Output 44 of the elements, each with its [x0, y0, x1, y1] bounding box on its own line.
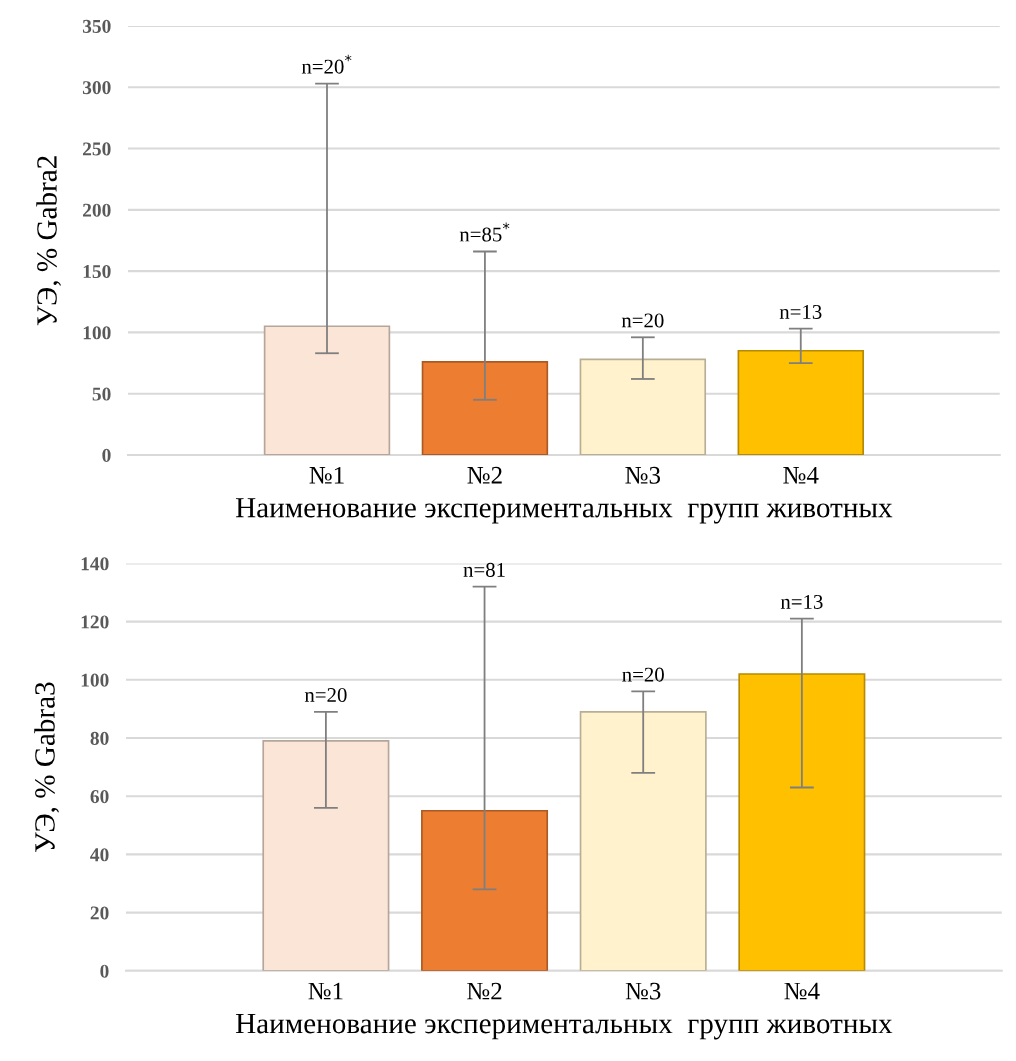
x-tick-label: №2 [467, 466, 502, 484]
x-axis-title: Наименование экспериментальных групп животных [235, 498, 893, 524]
y-tick-label: 250 [83, 142, 111, 156]
bar [579, 358, 707, 455]
bar [263, 325, 391, 455]
bar [737, 349, 864, 455]
y-tick-label: 150 [83, 264, 111, 279]
x-tick-label: №3 [625, 466, 661, 484]
y-tick-label: 100 [81, 673, 109, 687]
y-tick-label: 20 [90, 906, 109, 920]
annotation: n=20 [622, 667, 664, 682]
y-tick-label: 40 [90, 848, 109, 862]
bar [262, 740, 390, 971]
y-axis-title: УЭ, % Gabra2 [36, 156, 62, 326]
y-axis-title: УЭ, % Gabra3 [34, 682, 59, 852]
annotation: n=13 [779, 304, 822, 319]
y-tick-label: 50 [92, 387, 111, 401]
bar [421, 809, 549, 971]
y-tick-label: 350 [82, 19, 111, 33]
y-tick-label: 140 [81, 557, 109, 571]
x-tick-label: №4 [784, 982, 820, 1000]
annotation: n=81 [463, 562, 505, 577]
y-tick-label: 100 [83, 326, 111, 340]
x-tick-label: №1 [308, 982, 343, 1000]
x-tick-label: №4 [783, 466, 819, 484]
x-tick-label: №2 [467, 982, 502, 1000]
bar [579, 710, 707, 971]
x-tick-label: №3 [625, 982, 661, 1000]
y-tick-label: 0 [102, 448, 111, 462]
x-axis-title: Наименование экспериментальных групп животных [235, 1013, 893, 1040]
y-tick-label: 60 [90, 790, 109, 804]
y-tick-label: 120 [81, 615, 109, 629]
y-tick-label: 200 [83, 203, 111, 217]
y-tick-label: 300 [82, 81, 111, 95]
x-tick-label: №1 [309, 466, 344, 484]
bar [738, 673, 866, 971]
annotation: n=20 [621, 313, 664, 328]
bar [421, 360, 549, 455]
annotation: n=20 [304, 687, 347, 703]
annotation: n=20$^{*}$ [301, 54, 352, 74]
y-tick-label: 80 [90, 731, 109, 745]
annotation: n=85$^{*}$ [459, 222, 510, 242]
annotation: n=13 [780, 594, 823, 609]
y-tick-label: 0 [100, 964, 109, 978]
